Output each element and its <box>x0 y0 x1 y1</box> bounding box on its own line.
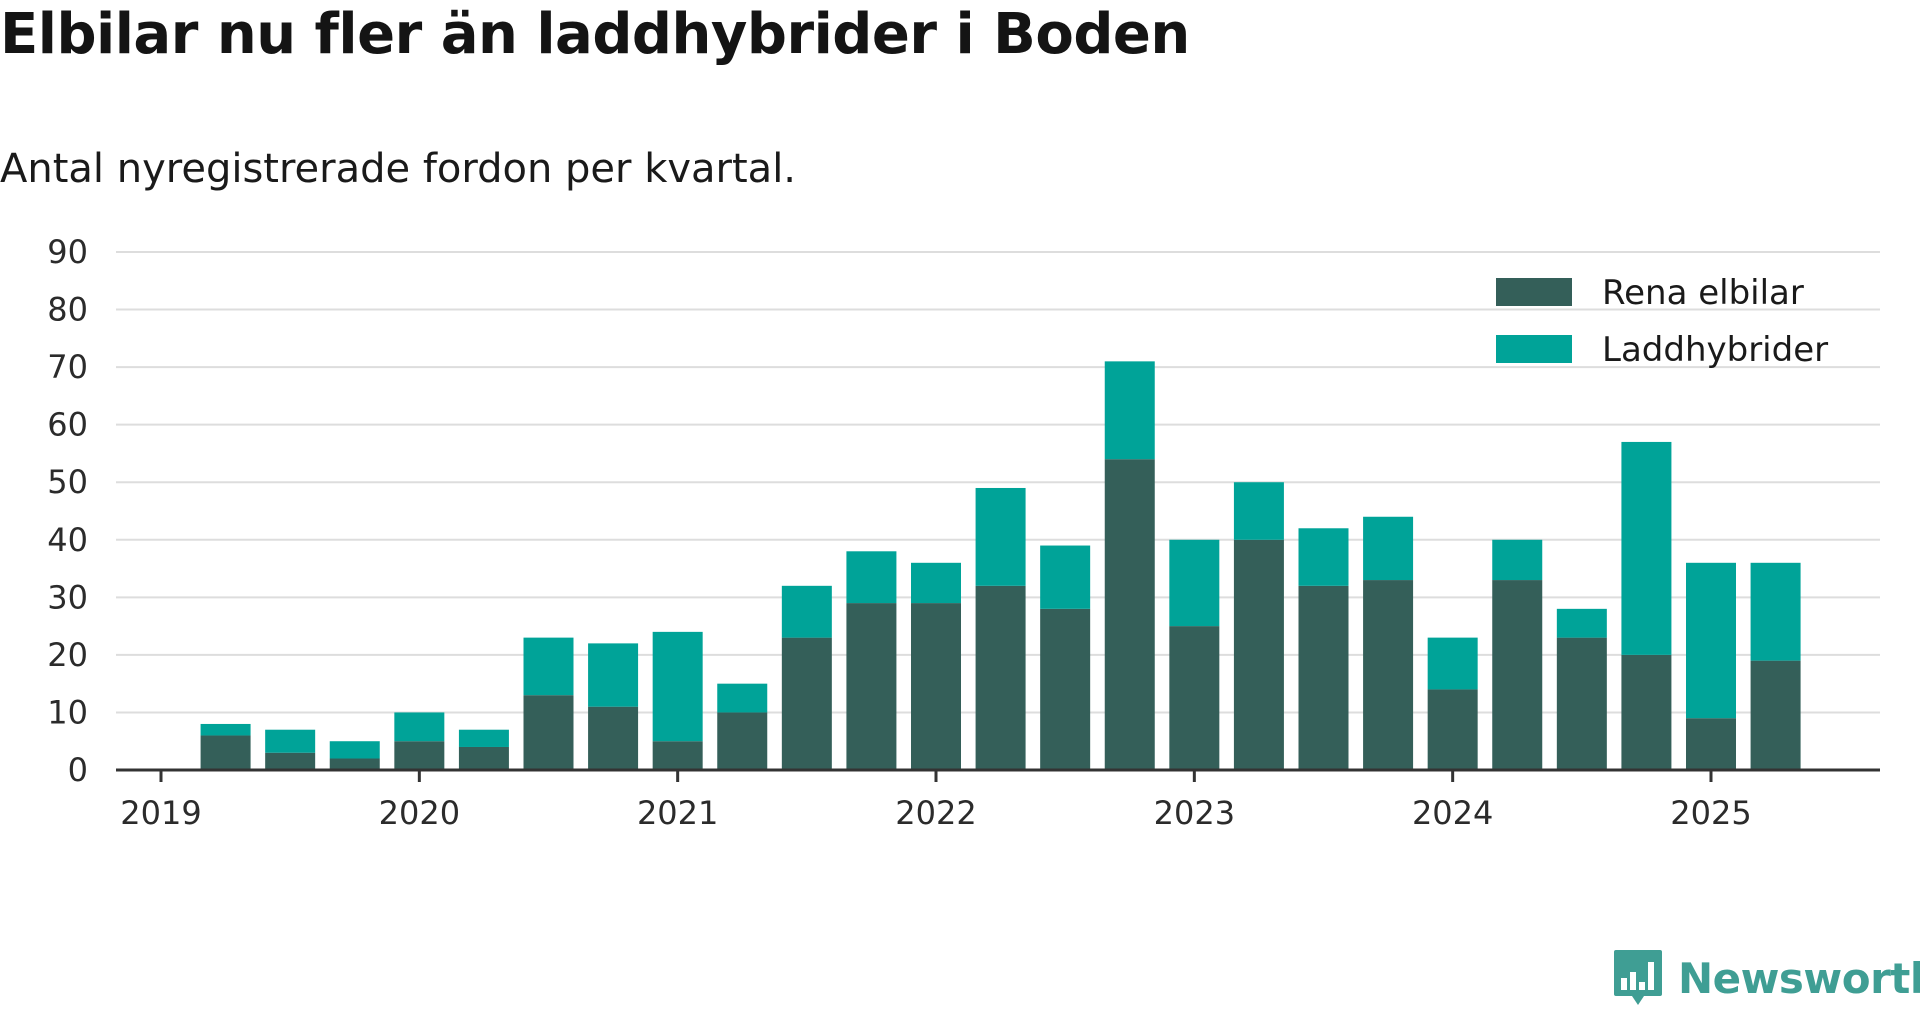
legend-label: Laddhybrider <box>1602 330 1828 370</box>
bar-laddhybrider <box>458 729 509 747</box>
bar-rena-elbilar <box>1298 585 1349 770</box>
bar-chart-speech-bubble-icon <box>1614 950 1662 1005</box>
chart-subtitle: Antal nyregistrerade fordon per kvartal. <box>0 146 797 192</box>
x-tick-label: 2023 <box>1154 794 1235 832</box>
bar-laddhybrider <box>911 562 961 604</box>
y-tick-label: 20 <box>47 636 88 674</box>
bar-rena-elbilar <box>975 585 1026 770</box>
chart-title: Elbilar nu fler än laddhybrider i Boden <box>0 2 1190 67</box>
bar-rena-elbilar <box>1363 580 1414 770</box>
bar-rena-elbilar <box>1040 608 1091 770</box>
bar-laddhybrider <box>523 637 574 696</box>
bar-rena-elbilar <box>1556 637 1607 770</box>
bar-rena-elbilar <box>652 741 703 770</box>
x-tick-label: 2019 <box>120 794 201 832</box>
bar-laddhybrider <box>1298 528 1349 586</box>
bar-rena-elbilar <box>781 637 832 770</box>
bar-rena-elbilar <box>1621 654 1672 770</box>
y-tick-label: 40 <box>47 521 88 559</box>
x-tick-label: 2021 <box>637 794 718 832</box>
x-axis-ticks: 2019 2020 2021 2022 2023 2024 2025 <box>120 770 1752 832</box>
bar-rena-elbilar <box>394 741 445 770</box>
bar-laddhybrider <box>1169 539 1220 627</box>
brand-name: Newsworthy <box>1678 953 1920 1003</box>
y-tick-label: 60 <box>47 406 88 444</box>
bar-laddhybrider <box>652 631 703 742</box>
x-tick-label: 2025 <box>1670 794 1751 832</box>
bar-laddhybrider <box>1233 482 1284 540</box>
bar-rena-elbilar <box>1686 718 1736 770</box>
legend: Rena elbilar Laddhybrider <box>1496 273 1828 370</box>
bar-laddhybrider <box>846 551 897 604</box>
bar-rena-elbilar <box>265 752 316 770</box>
y-tick-label: 30 <box>47 578 88 616</box>
bar-laddhybrider <box>1750 562 1801 661</box>
bar-rena-elbilar <box>523 695 574 770</box>
bar-rena-elbilar <box>1233 539 1284 770</box>
bar-rena-elbilar <box>1427 689 1478 770</box>
bar-laddhybrider <box>329 741 380 759</box>
bar-laddhybrider <box>265 729 316 753</box>
bar-rena-elbilar <box>200 735 251 770</box>
bar-laddhybrider <box>1686 562 1736 719</box>
y-tick-label: 10 <box>47 693 88 731</box>
bar-rena-elbilar <box>458 746 509 770</box>
y-tick-label: 90 <box>47 233 88 271</box>
bar-laddhybrider <box>1621 441 1672 655</box>
bar-laddhybrider <box>1492 539 1543 581</box>
bar-laddhybrider <box>1104 361 1155 460</box>
y-tick-label: 80 <box>47 291 88 329</box>
bar-rena-elbilar <box>1492 580 1543 770</box>
brand-logo: Newsworthy <box>1612 948 1920 1008</box>
bar-laddhybrider <box>781 585 832 638</box>
legend-swatch <box>1496 335 1572 363</box>
bar-laddhybrider <box>394 712 445 742</box>
bar-rena-elbilar <box>717 712 768 770</box>
bar-laddhybrider <box>717 683 768 713</box>
bar-rena-elbilar <box>588 706 639 770</box>
bar-rena-elbilar <box>329 758 380 770</box>
bar-rena-elbilar <box>846 603 897 770</box>
bar-rena-elbilar <box>1750 660 1801 770</box>
bar-laddhybrider <box>1040 545 1091 609</box>
bar-laddhybrider <box>588 643 639 707</box>
x-tick-label: 2024 <box>1412 794 1493 832</box>
bar-laddhybrider <box>1363 516 1414 581</box>
bar-laddhybrider <box>1427 637 1478 690</box>
bar-rena-elbilar <box>1169 626 1220 770</box>
gridlines <box>116 251 1880 714</box>
x-tick-label: 2020 <box>379 794 460 832</box>
bar-laddhybrider <box>975 487 1026 586</box>
bar-rena-elbilar <box>1104 459 1155 770</box>
x-tick-label: 2022 <box>895 794 976 832</box>
y-tick-label: 0 <box>68 751 88 789</box>
y-tick-label: 50 <box>47 463 88 501</box>
y-tick-label: 70 <box>47 348 88 386</box>
bar-laddhybrider <box>200 723 251 736</box>
y-axis-ticks: 0 10 20 30 40 50 60 70 80 90 <box>47 233 88 789</box>
legend-swatch <box>1496 278 1572 306</box>
bars <box>200 361 1801 770</box>
legend-label: Rena elbilar <box>1602 273 1804 313</box>
stacked-bar-chart: 0 10 20 30 40 50 60 70 80 90 2019 2020 2021 2022 2023… <box>47 233 1880 832</box>
bar-rena-elbilar <box>911 603 961 770</box>
bar-laddhybrider <box>1556 608 1607 638</box>
